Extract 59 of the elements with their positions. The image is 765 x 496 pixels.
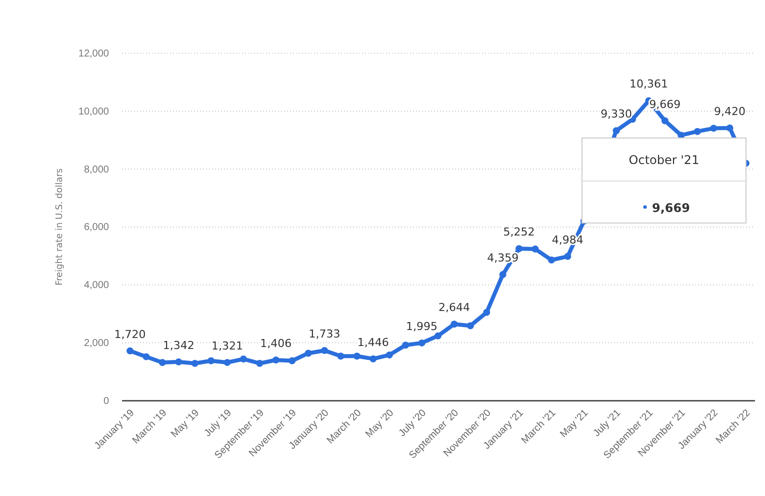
point bbox=[402, 342, 410, 349]
y-tick-label: 0 bbox=[103, 396, 110, 407]
x-tick-label: May '20 bbox=[364, 407, 396, 440]
data-label: 1,406 bbox=[260, 336, 292, 350]
point bbox=[304, 350, 312, 357]
point bbox=[418, 339, 426, 346]
point bbox=[158, 358, 166, 366]
point bbox=[208, 357, 215, 364]
point bbox=[256, 360, 264, 367]
point bbox=[710, 124, 718, 132]
y-tick-label: 4,000 bbox=[84, 280, 110, 292]
y-axis-title: Freight rate in U.S. dollars bbox=[55, 168, 65, 286]
data-label: 2,644 bbox=[438, 301, 470, 314]
data-label: 1,321 bbox=[212, 339, 244, 352]
data-label: 5,252 bbox=[503, 226, 535, 239]
point bbox=[370, 355, 377, 362]
point bbox=[386, 351, 393, 358]
data-label: 1,720 bbox=[114, 328, 146, 341]
point bbox=[694, 128, 701, 135]
y-tick-label: 8,000 bbox=[84, 164, 110, 176]
point bbox=[726, 124, 734, 132]
x-tick-label: May '21 bbox=[558, 407, 591, 440]
data-label: 10,361 bbox=[629, 78, 668, 91]
point bbox=[434, 332, 442, 340]
point bbox=[466, 322, 474, 330]
point bbox=[224, 358, 231, 366]
y-tick-label: 10,000 bbox=[78, 106, 110, 118]
point bbox=[142, 353, 150, 360]
point bbox=[516, 245, 523, 252]
data-label: 9,420 bbox=[714, 104, 746, 118]
point bbox=[612, 127, 620, 134]
point bbox=[175, 358, 182, 366]
y-tick-label: 6,000 bbox=[84, 222, 110, 234]
point bbox=[272, 356, 280, 364]
point bbox=[499, 271, 506, 278]
point bbox=[548, 256, 555, 264]
x-tick-label: May '19 bbox=[169, 407, 202, 440]
point bbox=[483, 308, 490, 316]
y-tick-label: 2,000 bbox=[84, 338, 110, 349]
point bbox=[288, 357, 296, 364]
tooltip: October '21 9,669 bbox=[582, 138, 746, 224]
point bbox=[126, 347, 134, 354]
point bbox=[191, 360, 198, 367]
point bbox=[532, 246, 539, 252]
point bbox=[240, 356, 247, 363]
point bbox=[321, 347, 328, 354]
data-label: 1,995 bbox=[406, 320, 438, 333]
data-label: 1,446 bbox=[357, 336, 389, 349]
annotation: October '21 bbox=[628, 153, 700, 167]
annotation: 9,669 bbox=[652, 201, 690, 215]
data-label: 1,342 bbox=[162, 338, 194, 352]
y-tick-label: 12,000 bbox=[78, 48, 110, 60]
point bbox=[450, 320, 458, 328]
point bbox=[337, 352, 344, 360]
data-label: 1,733 bbox=[308, 328, 340, 341]
point bbox=[661, 117, 668, 124]
point bbox=[564, 252, 572, 260]
point bbox=[353, 352, 360, 360]
data-label: 9,330 bbox=[600, 108, 632, 121]
